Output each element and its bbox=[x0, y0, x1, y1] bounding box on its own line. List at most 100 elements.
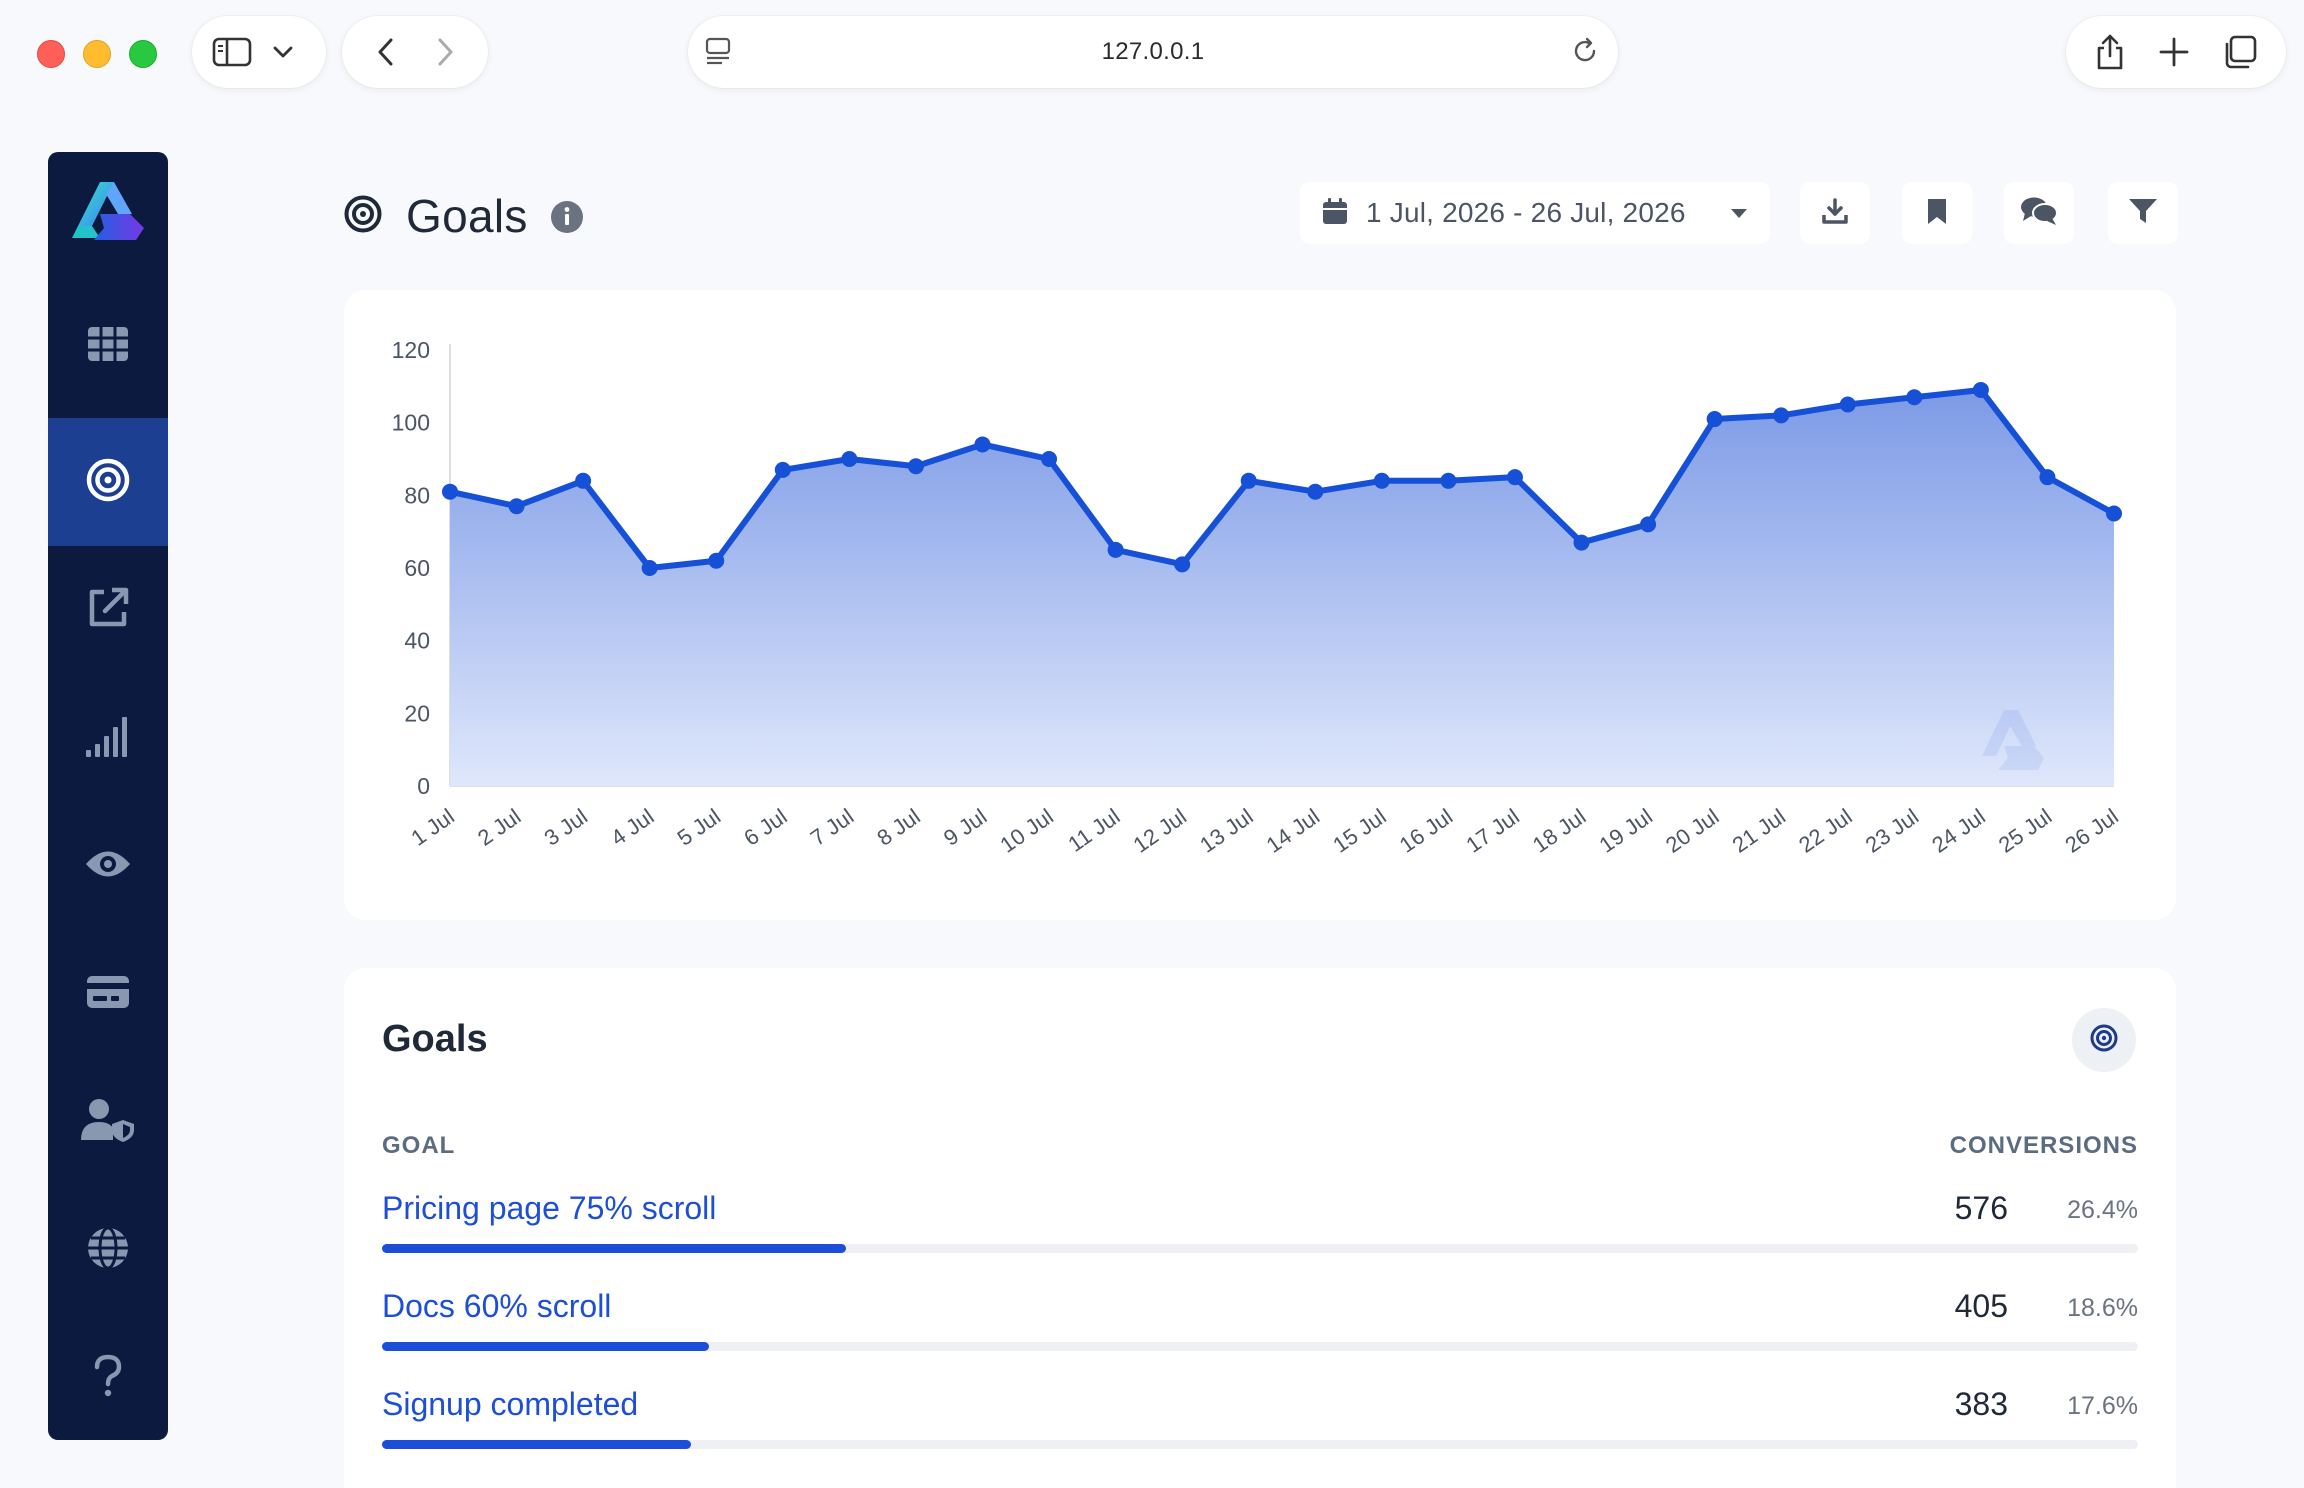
goal-count: 576 bbox=[1954, 1190, 2008, 1226]
x-tick-label: 20 Jul bbox=[1661, 804, 1723, 858]
x-tick-label: 5 Jul bbox=[673, 804, 725, 851]
sidebar-item-users[interactable] bbox=[48, 1058, 168, 1186]
sidebar-item-goals[interactable] bbox=[48, 418, 168, 546]
minimize-window-button[interactable] bbox=[83, 40, 111, 68]
data-point[interactable] bbox=[1906, 389, 1923, 406]
eye-icon bbox=[84, 847, 132, 886]
sidebar-item-external-links[interactable] bbox=[48, 546, 168, 674]
page-settings-icon[interactable] bbox=[704, 36, 732, 66]
data-point[interactable] bbox=[2039, 469, 2056, 486]
user-shield-icon bbox=[81, 1098, 135, 1147]
x-tick-label: 24 Jul bbox=[1927, 804, 1989, 858]
data-point[interactable] bbox=[1706, 411, 1723, 428]
goals-settings-button[interactable] bbox=[2072, 1008, 2136, 1072]
filter-button[interactable] bbox=[2108, 182, 2178, 244]
download-button[interactable] bbox=[1800, 182, 1870, 244]
page-title: Goals bbox=[406, 190, 528, 242]
x-tick-label: 26 Jul bbox=[2060, 804, 2122, 858]
x-tick-label: 15 Jul bbox=[1328, 804, 1390, 858]
sidebar-item-visibility[interactable] bbox=[48, 802, 168, 930]
sidebar-item-analytics[interactable] bbox=[48, 674, 168, 802]
series-area bbox=[450, 389, 2114, 786]
download-icon bbox=[1821, 197, 1849, 230]
data-point[interactable] bbox=[1107, 541, 1124, 558]
tab-overview-icon[interactable] bbox=[2222, 34, 2258, 70]
goal-bar-track bbox=[382, 1440, 2138, 1449]
forward-icon[interactable] bbox=[435, 36, 455, 68]
x-tick-label: 4 Jul bbox=[606, 804, 658, 851]
target-icon bbox=[2090, 1024, 2118, 1057]
data-point[interactable] bbox=[774, 461, 791, 478]
app-sidebar bbox=[48, 152, 168, 1440]
comments-button[interactable] bbox=[2004, 182, 2074, 244]
reload-icon[interactable] bbox=[1570, 36, 1600, 66]
date-range-text: 1 Jul, 2026 - 26 Jul, 2026 bbox=[1366, 197, 1686, 228]
close-window-button[interactable] bbox=[37, 40, 65, 68]
back-icon[interactable] bbox=[376, 36, 396, 68]
caret-down-icon bbox=[1730, 207, 1748, 225]
goal-percent: 26.4% bbox=[2067, 1196, 2138, 1224]
data-point[interactable] bbox=[1640, 516, 1657, 533]
data-point[interactable] bbox=[1174, 556, 1191, 573]
data-point[interactable] bbox=[1307, 483, 1324, 500]
x-tick-label: 1 Jul bbox=[406, 804, 458, 851]
sidebar-item-billing[interactable] bbox=[48, 930, 168, 1058]
goal-percent: 18.6% bbox=[2067, 1294, 2138, 1322]
x-tick-label: 8 Jul bbox=[872, 804, 924, 851]
data-point[interactable] bbox=[907, 458, 924, 475]
bookmark-button[interactable] bbox=[1902, 182, 1972, 244]
maximize-window-button[interactable] bbox=[129, 40, 157, 68]
data-point[interactable] bbox=[1573, 534, 1590, 551]
y-tick-label: 60 bbox=[404, 555, 430, 581]
goal-bar-fill bbox=[382, 1440, 692, 1449]
data-point[interactable] bbox=[641, 560, 658, 576]
data-point[interactable] bbox=[708, 552, 725, 569]
goal-column-header: GOAL bbox=[382, 1132, 456, 1159]
info-icon[interactable] bbox=[550, 200, 584, 239]
data-point[interactable] bbox=[442, 483, 458, 500]
goal-bar-track bbox=[382, 1342, 2138, 1351]
page-header: Goals bbox=[344, 186, 584, 246]
chevron-down-icon[interactable] bbox=[272, 45, 294, 59]
data-point[interactable] bbox=[1972, 381, 1989, 398]
grid-icon bbox=[87, 326, 129, 367]
data-point[interactable] bbox=[508, 498, 525, 515]
y-tick-label: 40 bbox=[404, 628, 430, 654]
data-point[interactable] bbox=[1041, 451, 1058, 467]
goals-list-card: Goals GOAL CONVERSIONS Pricing page 75% … bbox=[344, 968, 2176, 1488]
date-range-picker[interactable]: 1 Jul, 2026 - 26 Jul, 2026 bbox=[1300, 182, 1770, 244]
share-icon[interactable] bbox=[2094, 32, 2126, 72]
app-logo[interactable] bbox=[70, 180, 146, 246]
address-bar[interactable]: 127.0.0.1 bbox=[688, 16, 1618, 88]
sidebar-toggle-group bbox=[192, 16, 326, 88]
filter-icon bbox=[2128, 197, 2158, 230]
sidebar-item-dashboard[interactable] bbox=[48, 282, 168, 410]
sidebar-item-help[interactable] bbox=[48, 1314, 168, 1440]
calendar-icon bbox=[1322, 197, 1348, 230]
sidebar-item-sites[interactable] bbox=[48, 1186, 168, 1314]
data-point[interactable] bbox=[2106, 505, 2122, 522]
y-tick-label: 100 bbox=[392, 410, 430, 436]
data-point[interactable] bbox=[1240, 472, 1257, 489]
data-point[interactable] bbox=[1773, 407, 1790, 424]
data-point[interactable] bbox=[1373, 472, 1390, 489]
goal-bar-track bbox=[382, 1244, 2138, 1253]
chart-watermark-logo bbox=[1982, 710, 2044, 770]
sidebar-toggle-icon[interactable] bbox=[212, 37, 252, 67]
data-point[interactable] bbox=[1440, 472, 1457, 489]
goal-name-link[interactable]: Pricing page 75% scroll bbox=[382, 1190, 717, 1226]
data-point[interactable] bbox=[841, 451, 858, 467]
data-point[interactable] bbox=[1839, 396, 1856, 413]
y-tick-label: 80 bbox=[404, 482, 430, 508]
bookmark-icon bbox=[1926, 197, 1948, 230]
goal-name-link[interactable]: Signup completed bbox=[382, 1386, 639, 1422]
new-tab-icon[interactable] bbox=[2158, 36, 2190, 68]
x-tick-label: 12 Jul bbox=[1129, 804, 1191, 858]
goal-bar-fill bbox=[382, 1342, 709, 1351]
goal-row: Pricing page 75% scroll 576 26.4% bbox=[382, 1190, 2138, 1270]
browser-chrome: 127.0.0.1 bbox=[0, 0, 2304, 110]
data-point[interactable] bbox=[575, 472, 592, 489]
goal-name-link[interactable]: Docs 60% scroll bbox=[382, 1288, 612, 1324]
data-point[interactable] bbox=[974, 436, 991, 453]
data-point[interactable] bbox=[1506, 469, 1523, 486]
